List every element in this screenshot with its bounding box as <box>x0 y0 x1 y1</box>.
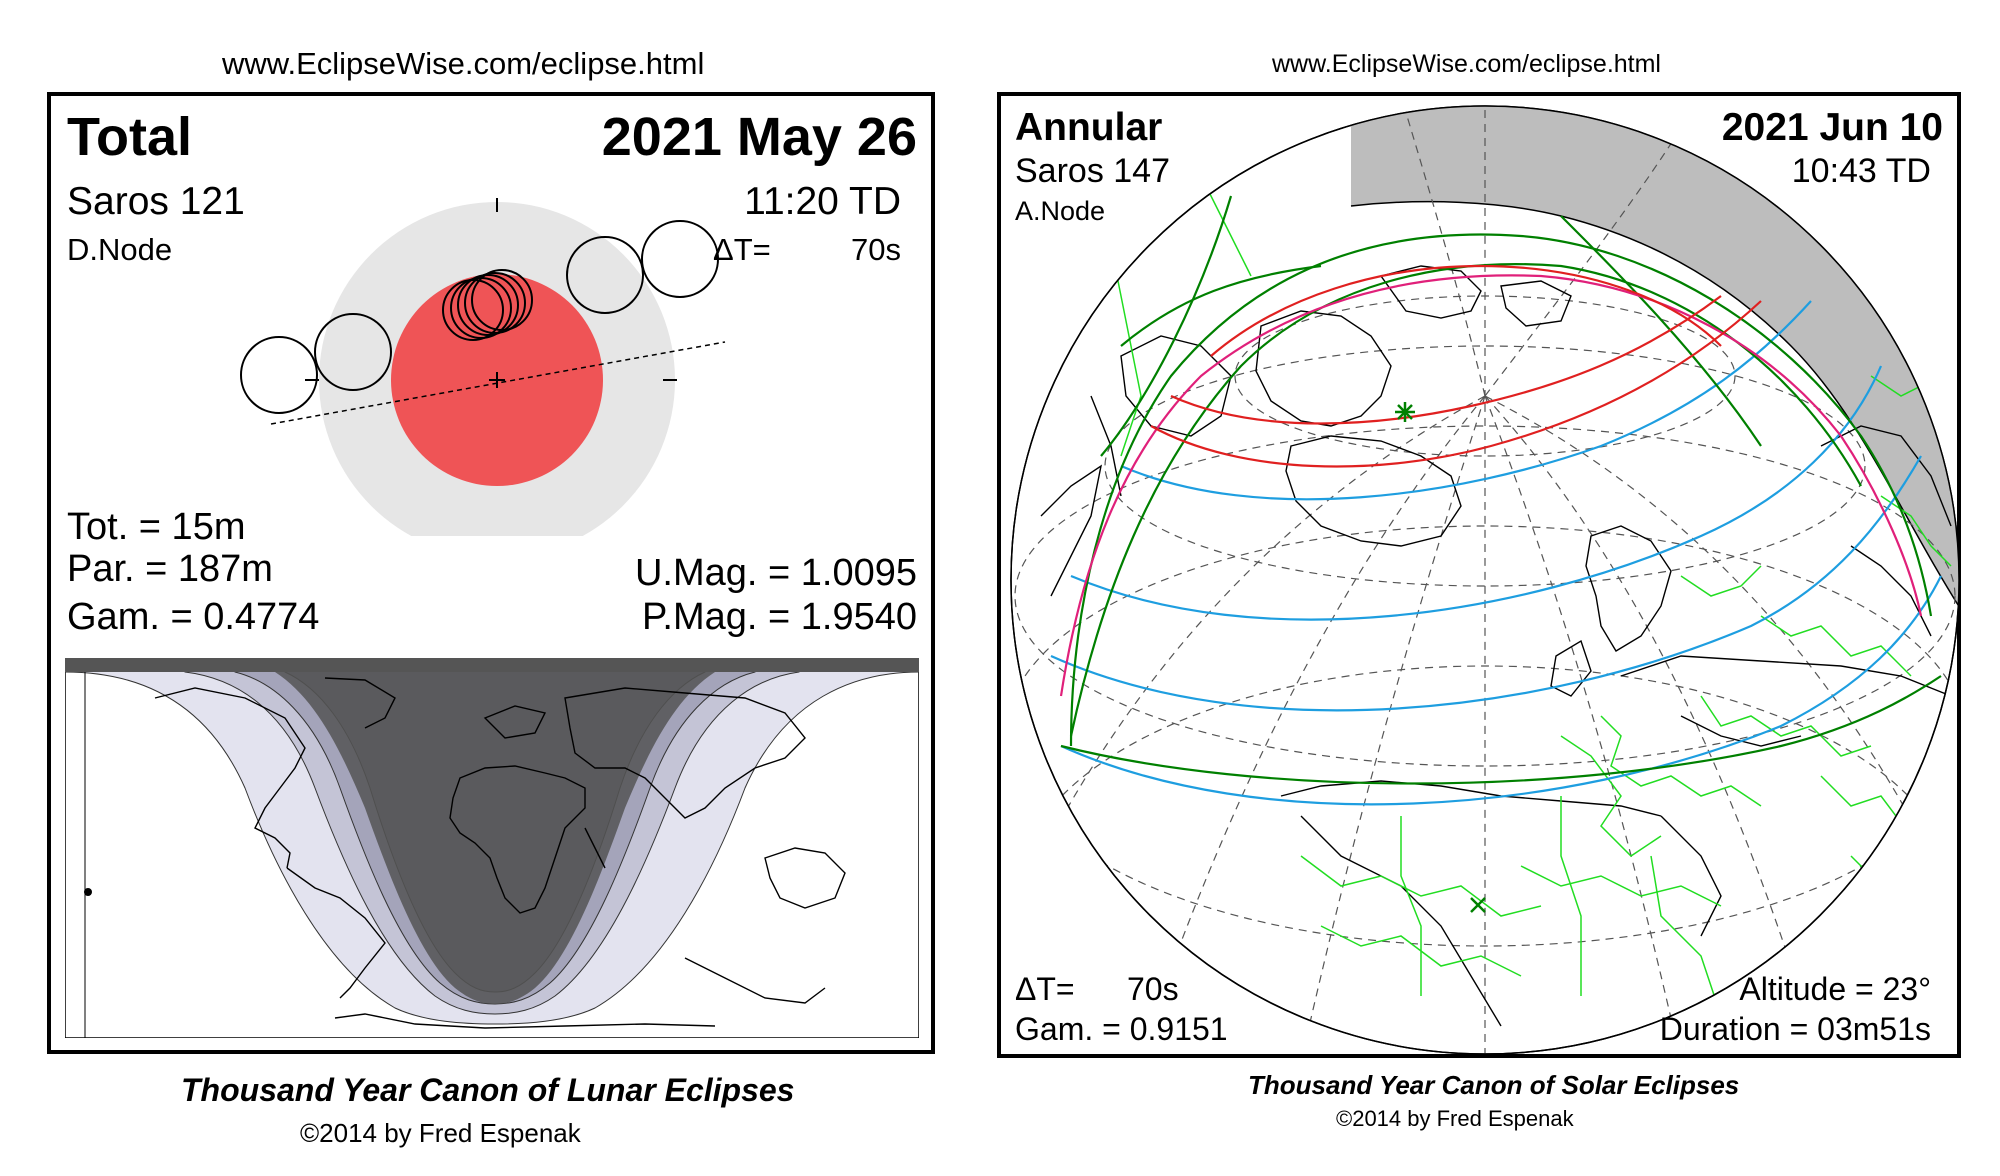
lunar-url: www.EclipseWise.com/eclipse.html <box>222 46 705 81</box>
lunar-shadow-diagram <box>240 198 726 536</box>
moon-path-line <box>270 341 726 425</box>
moon-position-p4 <box>641 220 719 298</box>
solar-eclipse-type: Annular <box>1015 106 1163 149</box>
solar-globe-map <box>1010 105 1960 1055</box>
lunar-visibility-map <box>65 658 919 1038</box>
annular-path-south <box>1150 300 1762 468</box>
moon-position-u3 <box>457 274 519 336</box>
lunar-delta-t-value: 70s <box>851 232 901 267</box>
rise-set-curve <box>1059 274 1923 697</box>
lunar-credit-title: Thousand Year Canon of Lunar Eclipses <box>181 1072 795 1108</box>
solar-eclipse-date: 2021 Jun 10 <box>1721 106 1943 149</box>
lunar-eclipse-type: Total <box>67 107 192 167</box>
lunar-umbral-magnitude: U.Mag. = 1.0095 <box>634 552 917 594</box>
penumbral-limit-outer <box>1069 233 1933 747</box>
solar-delta-t-value: 70s <box>1127 971 1179 1007</box>
magnitude-contour-3 <box>1050 455 1922 712</box>
annular-path-north <box>1210 264 1722 357</box>
solar-credit-title: Thousand Year Canon of Solar Eclipses <box>1248 1070 1740 1100</box>
moon-subpoint <box>84 888 92 896</box>
penumbral-limit-south <box>1060 675 1942 785</box>
lunar-delta-t-label: ΔT= <box>713 232 771 267</box>
lunar-saros: Saros 121 <box>67 180 245 223</box>
lunar-partial-duration: Par. = 187m <box>67 548 273 590</box>
solar-credit-copy: ©2014 by Fred Espenak <box>1336 1106 1574 1131</box>
solar-saros: Saros 147 <box>1015 152 1170 190</box>
moon-position-u4 <box>464 272 526 334</box>
lunar-eclipse-panel: Total 2021 May 26 Saros 121 11:20 TD D.N… <box>47 92 935 1054</box>
lunar-gamma: Gam. = 0.4774 <box>67 596 320 638</box>
solar-eclipse-panel: Annular 2021 Jun 10 Saros 147 10:43 TD A… <box>997 92 1961 1058</box>
solar-duration: Duration = 03m51s <box>1659 1011 1931 1047</box>
lunar-time: 11:20 TD <box>744 180 901 223</box>
solar-gamma: Gam. = 0.9151 <box>1015 1011 1228 1047</box>
annular-path-central <box>1170 295 1722 425</box>
lunar-eclipse-date: 2021 May 26 <box>601 107 917 167</box>
moon-position-u4b <box>471 269 533 331</box>
solar-altitude: Altitude = 23° <box>1739 971 1931 1007</box>
solar-delta-t-label: ΔT= <box>1015 971 1075 1007</box>
solar-url: www.EclipseWise.com/eclipse.html <box>1272 50 1661 78</box>
lunar-credit-copy: ©2014 by Fred Espenak <box>300 1118 581 1148</box>
solar-time: 10:43 TD <box>1791 152 1931 190</box>
solar-node: A.Node <box>1015 196 1106 226</box>
moon-position-p1 <box>240 336 318 414</box>
lunar-node: D.Node <box>67 232 173 267</box>
lunar-totality-duration: Tot. = 15m <box>67 506 246 548</box>
magnitude-contour-2 <box>1070 365 1883 621</box>
magnitude-contour-1 <box>1120 300 1812 501</box>
lunar-penumbral-magnitude: P.Mag. = 1.9540 <box>641 596 917 638</box>
moon-position-u5 <box>566 236 644 314</box>
moon-position-u1 <box>314 313 392 391</box>
